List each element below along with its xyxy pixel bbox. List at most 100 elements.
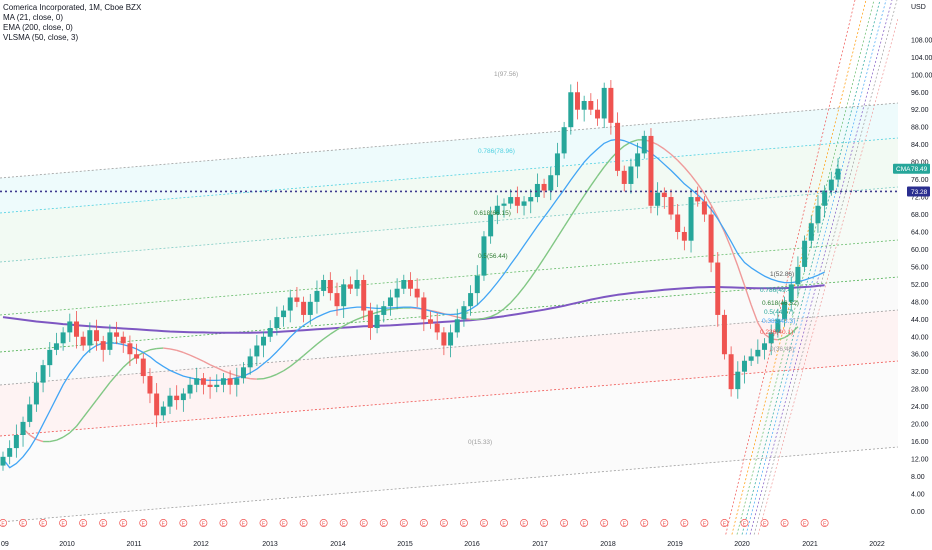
candle-body [828, 179, 834, 191]
candle-body [655, 192, 661, 206]
candle-body [661, 192, 667, 198]
earnings-marker-label: E [1, 521, 5, 527]
price-tick-label: 40.00 [911, 334, 929, 341]
time-axis[interactable]: 09 2010 2011 2012 2013 2014 2015 2016 2017 2018 20… [0, 536, 932, 550]
earnings-marker [0, 519, 7, 527]
fib-fan-line [737, 0, 881, 550]
price-tick-label: 60.00 [911, 247, 929, 254]
earnings-marker [620, 519, 629, 527]
price-tick-label: 64.00 [911, 229, 929, 236]
legend-title[interactable]: Comerica Incorporated, 1M, Cboe BZX [3, 3, 142, 12]
cma-badge-label: CMA [896, 166, 911, 173]
legend-ma[interactable]: MA (21, close, 0) [3, 13, 64, 22]
candle-body [240, 367, 246, 379]
candle-body [354, 280, 360, 289]
vlsma-segment [703, 193, 712, 206]
vlsma-segment [269, 373, 278, 378]
candle-body [414, 288, 420, 298]
vlsma-segment [490, 312, 498, 318]
candle-body [180, 393, 186, 401]
earnings-marker [600, 519, 609, 527]
time-tick-label: 09 [1, 541, 9, 548]
candle-body [107, 332, 113, 350]
price-tick-label: 76.00 [911, 177, 929, 184]
candles [0, 80, 841, 471]
candle-body [160, 406, 166, 416]
vlsma-segment [143, 349, 151, 354]
legend-ema[interactable]: EMA (200, close, 0) [3, 23, 73, 32]
candle-body [441, 332, 447, 346]
earnings-marker-label: E [743, 521, 747, 527]
fib-fan-line [741, 0, 887, 550]
legend-vlsma[interactable]: VLSMA (50, close, 3) [3, 33, 79, 42]
candle-body [835, 168, 841, 180]
earnings-marker-label: E [502, 521, 506, 527]
candle-body [788, 284, 794, 302]
candle-body [541, 183, 547, 191]
earnings-marker [500, 519, 508, 527]
vlsma-segment [116, 366, 124, 376]
candle-body [588, 100, 594, 110]
vlsma-segment [503, 302, 512, 310]
price-tick-label: 24.00 [911, 404, 929, 411]
price-tick-label: 8.00 [911, 474, 925, 481]
vlsma-segment [163, 347, 171, 350]
candle-body [27, 404, 33, 422]
candle-body [20, 421, 26, 435]
earnings-marker-label: E [362, 521, 366, 527]
candle-body [554, 153, 560, 176]
earnings-marker [159, 519, 168, 527]
fib-channel-band [0, 310, 898, 436]
candle-body [247, 356, 253, 368]
price-axis[interactable]: 0.00 4.00 8.00 12.00 16.00 20.00 24.00 28.00 32.… [898, 0, 932, 550]
price-tick-label: 0.00 [911, 509, 925, 516]
earnings-marker-label: E [382, 521, 386, 527]
candle-body [341, 284, 347, 307]
earnings-marker-label: E [182, 521, 186, 527]
vlsma-segment [784, 332, 792, 339]
vlsma-segment [723, 231, 732, 249]
earnings-marker-label: E [823, 521, 827, 527]
fib-channel-label: 0(15.33) [468, 439, 492, 446]
time-tick-label: 2010 [59, 541, 75, 548]
candle-body [481, 236, 487, 276]
vlsma-segment [657, 144, 665, 150]
candle-body [715, 262, 721, 315]
earnings-marker-label: E [202, 521, 206, 527]
candle-body [488, 214, 494, 237]
candle-body [220, 378, 226, 385]
vlsma-segment [169, 348, 177, 351]
earnings-marker [660, 519, 669, 527]
earnings-marker [580, 519, 589, 527]
candle-body [33, 382, 39, 405]
earnings-marker [740, 519, 749, 527]
candle-body [581, 100, 587, 110]
earnings-marker-label: E [723, 521, 727, 527]
price-axis-bg [898, 0, 932, 550]
time-tick-label: 2016 [464, 541, 480, 548]
vlsma-segment [450, 314, 458, 318]
candle-body [501, 203, 507, 206]
vlsma-segment [536, 257, 545, 269]
candle-body [755, 349, 761, 357]
earnings-marker-label: E [302, 521, 306, 527]
vlsma-segment [109, 374, 118, 384]
vlsma-segment [56, 436, 64, 441]
candle-body [428, 319, 434, 324]
candle-body [361, 280, 367, 311]
candle-body [214, 384, 220, 387]
fib-channel-label: 0.618(66.15) [474, 210, 511, 217]
price-tick-label: 84.00 [911, 142, 929, 149]
candle-body [287, 297, 293, 311]
vlsma-segment [323, 333, 331, 340]
fib-channel-band [0, 240, 898, 352]
time-tick-label: 2022 [869, 541, 885, 548]
vlsma-segment [189, 354, 198, 359]
vlsma-segment [757, 322, 766, 335]
vlsma-segment [62, 432, 71, 438]
time-tick-label: 2018 [600, 541, 616, 548]
earnings-marker-label: E [542, 521, 546, 527]
earnings-marker [19, 519, 27, 527]
vlsma-segment [329, 329, 338, 335]
